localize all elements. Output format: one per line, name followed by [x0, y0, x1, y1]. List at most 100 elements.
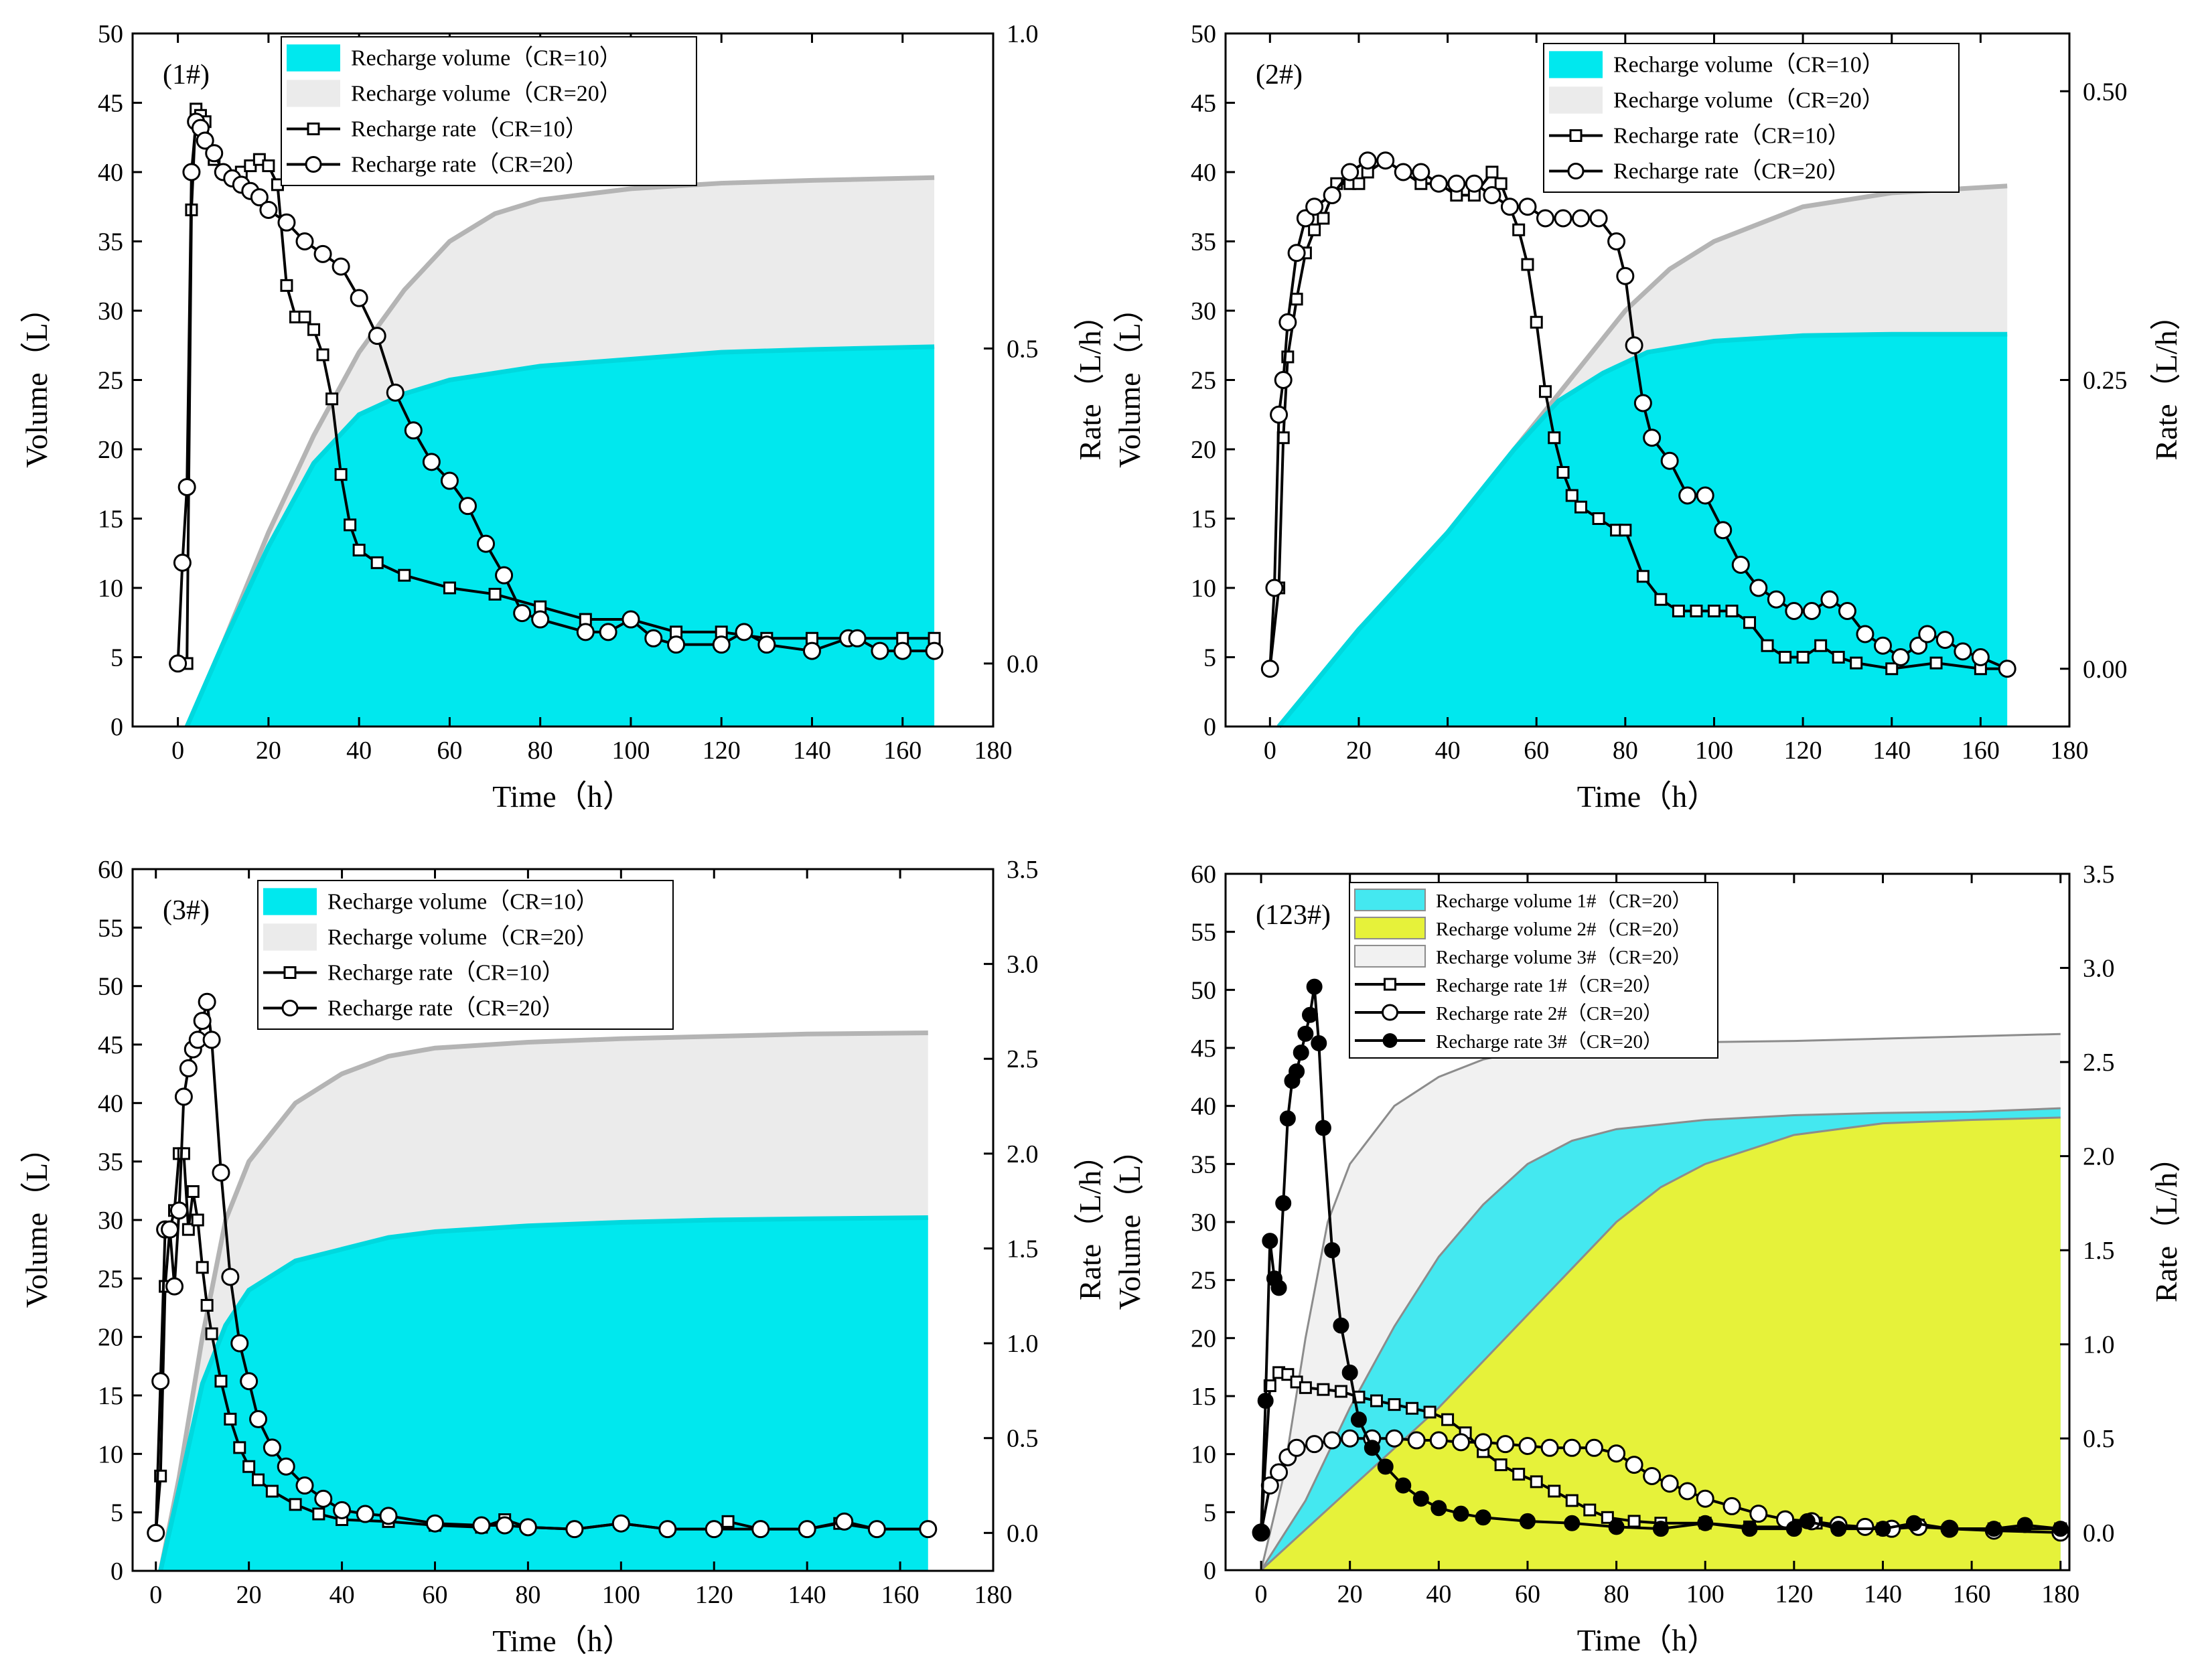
- legend-marker-p4-4: [1382, 1004, 1398, 1021]
- x-tick-label-p4: 40: [1426, 1580, 1451, 1608]
- rate-point-p1-0-23: [370, 556, 384, 569]
- rate-point-p4-1-7: [1341, 1429, 1360, 1448]
- rate-point-p3-1-26: [472, 1516, 491, 1535]
- y-tick-label-p4: 10: [1191, 1441, 1216, 1469]
- rate-point-p4-0-19: [1548, 1484, 1561, 1498]
- x-tick-label-p1: 140: [793, 737, 831, 765]
- x-axis-title-p1: Time（h）: [492, 779, 633, 814]
- legend-p3: Recharge volume（CR=10） Recharge volume（CR…: [257, 880, 674, 1030]
- x-tick-label-p3: 140: [788, 1581, 826, 1609]
- rate-point-p2-1-42: [1891, 648, 1910, 666]
- rate-point-p3-0-31: [721, 1515, 735, 1528]
- rate-point-p4-1-30: [1856, 1517, 1875, 1536]
- rate-point-p3-1-37: [919, 1520, 938, 1539]
- x-tick-label-p2: 160: [1962, 737, 2000, 765]
- rate-point-p4-2-22: [1412, 1491, 1429, 1507]
- rate-point-p3-1-5: [169, 1201, 188, 1220]
- rate-point-p4-1-21: [1643, 1466, 1662, 1485]
- rate-point-p1-1-28: [531, 610, 550, 629]
- rate-point-p2-0-20: [1512, 223, 1526, 236]
- rate-point-p4-2-19: [1364, 1440, 1380, 1456]
- rate-point-p2-1-0: [1260, 660, 1279, 678]
- legend-marker-p4-5: [1382, 1033, 1398, 1048]
- rate-point-p2-0-19: [1494, 177, 1508, 190]
- legend-label-p3-0: Recharge volume（CR=10）: [327, 889, 599, 915]
- rate-point-p2-1-19: [1518, 198, 1537, 216]
- rate-point-p2-0-23: [1538, 385, 1552, 398]
- rate-point-p4-1-20: [1625, 1456, 1643, 1474]
- rate-point-p2-1-11: [1376, 151, 1395, 170]
- rate-point-p2-1-35: [1767, 590, 1785, 609]
- chart-panel-p2: 0 20 40 60 80 100 120 140 160 180 0 5 10 15 20 25 30 35 40…: [1112, 20, 2183, 814]
- y2-tick-label-p4: 3.0: [2083, 955, 2115, 983]
- legend-marker-p1-2: [307, 123, 320, 135]
- legend-label-p2-2: Recharge rate（CR=10）: [1613, 123, 1850, 149]
- rate-point-p2-0-32: [1654, 593, 1668, 606]
- rate-point-p4-2-27: [1564, 1515, 1581, 1531]
- rate-point-p1-1-40: [871, 641, 889, 660]
- rate-point-p2-0-10: [1352, 177, 1366, 190]
- rate-point-p1-1-33: [667, 635, 686, 654]
- rate-point-p4-2-38: [1986, 1521, 2002, 1537]
- x-tick-label-p4: 80: [1604, 1580, 1629, 1608]
- legend-marker-p3-2: [283, 966, 297, 979]
- legend-label-p2-3: Recharge rate（CR=20）: [1613, 159, 1850, 184]
- rate-point-p2-1-18: [1500, 198, 1519, 216]
- rate-point-p2-0-39: [1779, 651, 1792, 664]
- y-tick-label-p2: 5: [1203, 644, 1216, 672]
- legend-swatch-p4-2: [1354, 945, 1426, 968]
- rate-point-p2-1-2: [1270, 405, 1289, 424]
- rate-point-p4-2-36: [1905, 1515, 1922, 1531]
- rate-point-p4-2-10: [1297, 1025, 1314, 1042]
- rate-point-p2-1-1: [1265, 579, 1284, 597]
- rate-point-p1-0-14: [280, 279, 293, 292]
- rate-point-p3-0-7: [181, 1223, 195, 1236]
- y2-tick-label-p4: 0.0: [2083, 1519, 2115, 1547]
- rate-point-p1-1-17: [332, 257, 350, 276]
- legend-swatch-p3-0: [263, 888, 317, 915]
- y-axis-title-p3: Volume（L）: [19, 1132, 54, 1308]
- rate-point-p3-0-16: [242, 1460, 256, 1473]
- x-tick-label-p4: 140: [1864, 1580, 1902, 1608]
- y-tick-label-p4: 55: [1191, 919, 1216, 947]
- rate-point-p1-1-32: [644, 629, 663, 647]
- rate-point-p3-1-25: [425, 1514, 444, 1533]
- legend-box-p1: [281, 36, 697, 186]
- y2-axis-title-p2: Rate（L/h）: [2149, 299, 2183, 460]
- x-tick-label-p1: 80: [528, 737, 553, 765]
- rate-point-p2-1-22: [1572, 209, 1591, 228]
- rate-point-p4-1-22: [1660, 1474, 1679, 1493]
- rate-point-p1-1-7: [205, 144, 224, 163]
- y-tick-label-p1: 45: [98, 90, 123, 118]
- legend-label-p4-4: Recharge rate 2#（CR=20）: [1436, 1003, 1662, 1024]
- x-tick-label-p2: 80: [1613, 737, 1638, 765]
- rate-point-p2-1-47: [1971, 648, 1990, 666]
- x-tick-label-p1: 40: [346, 737, 372, 765]
- rate-point-p4-1-16: [1540, 1438, 1559, 1457]
- rate-point-p1-1-20: [386, 383, 405, 402]
- x-tick-label-p3: 100: [602, 1581, 640, 1609]
- rate-point-p4-0-9: [1370, 1394, 1383, 1407]
- rate-point-p4-2-16: [1333, 1317, 1349, 1334]
- y-tick-label-p2: 15: [1191, 506, 1216, 534]
- x-tick-label-p2: 120: [1784, 737, 1822, 765]
- x-axis-title-p3: Time（h）: [492, 1624, 633, 1658]
- x-tick-label-p3: 60: [422, 1581, 447, 1609]
- rate-point-p4-0-18: [1530, 1475, 1543, 1488]
- legend-p1: Recharge volume（CR=10） Recharge volume（CR…: [281, 36, 697, 186]
- rate-point-p3-1-22: [333, 1501, 352, 1519]
- rate-point-p4-2-18: [1350, 1411, 1367, 1428]
- y-tick-label-p3: 45: [98, 1031, 123, 1059]
- legend-box-p2: [1543, 43, 1960, 193]
- rate-point-p4-0-21: [1583, 1503, 1597, 1517]
- legend-label-p1-1: Recharge volume（CR=20）: [351, 81, 622, 106]
- rate-point-p4-2-40: [2052, 1521, 2069, 1537]
- rate-point-p2-0-33: [1672, 605, 1685, 617]
- rate-point-p3-1-27: [496, 1516, 514, 1535]
- rate-point-p2-1-20: [1536, 209, 1554, 228]
- x-tick-label-p2: 60: [1524, 737, 1549, 765]
- y-tick-label-p3: 60: [98, 856, 123, 884]
- rate-point-p2-0-42: [1832, 651, 1845, 664]
- rate-point-p4-0-13: [1441, 1413, 1455, 1426]
- x-tick-label-p1: 160: [883, 737, 922, 765]
